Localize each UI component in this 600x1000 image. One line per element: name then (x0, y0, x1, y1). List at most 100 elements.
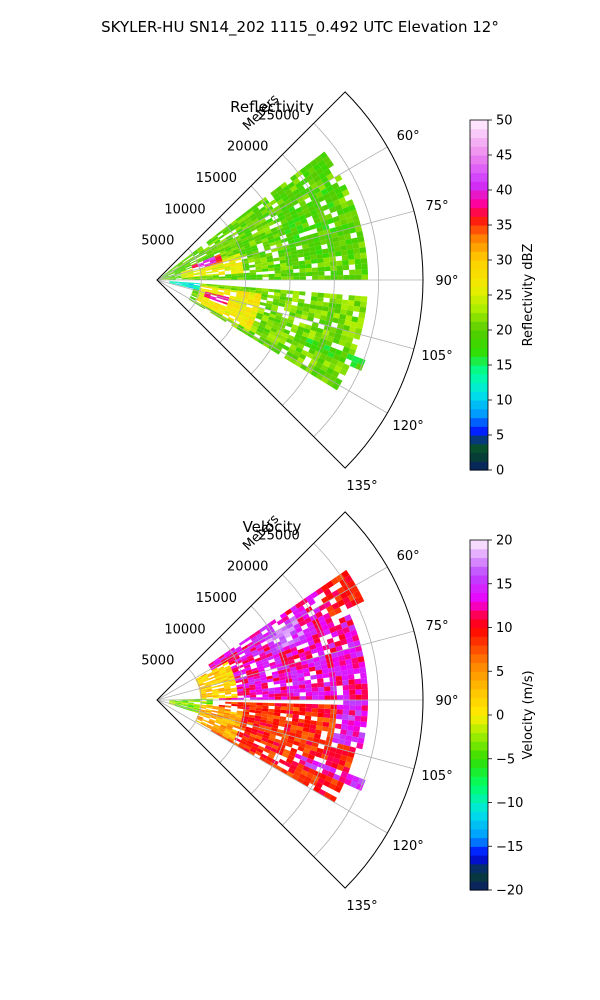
radar-cell (190, 296, 197, 300)
radar-cell (356, 322, 364, 330)
radar-cell (215, 257, 222, 261)
radar-cell (272, 718, 280, 723)
radar-cell (269, 313, 277, 319)
radar-cell (206, 694, 213, 697)
radar-cell (210, 714, 217, 718)
radar-cell (270, 646, 278, 653)
radar-cell (175, 702, 182, 705)
radar-cell (325, 617, 333, 625)
radar-cell (227, 673, 234, 677)
colorbar-segment (470, 242, 488, 252)
radar-cell (216, 262, 224, 266)
radar-cell (297, 298, 305, 304)
radar-cell (327, 201, 335, 209)
colorbar-tick-label: 30 (496, 254, 513, 269)
radar-cell (205, 306, 212, 312)
radar-cell (204, 264, 211, 268)
radar-cell (308, 666, 316, 672)
radar-cell (169, 280, 176, 282)
radar-cell (270, 747, 278, 754)
radar-cell (327, 351, 335, 359)
radar-cell (315, 373, 324, 381)
radar-cell (185, 264, 192, 269)
angle-tick-label: 120° (392, 839, 423, 854)
radar-cell (166, 268, 173, 273)
radar-cell (269, 330, 277, 337)
radar-cell (193, 707, 200, 711)
radar-cell (232, 321, 239, 327)
radar-cell (311, 292, 318, 297)
radar-cell (211, 290, 219, 293)
radar-cell (209, 718, 216, 723)
radar-cell (261, 209, 269, 216)
radar-cell (228, 719, 235, 723)
radar-cell (342, 714, 349, 721)
radar-cell (207, 673, 214, 678)
radar-cell (314, 331, 323, 339)
radar-cell (221, 675, 228, 679)
colorbar-segment (470, 601, 488, 611)
radar-cell (310, 254, 317, 260)
radar-cell (244, 229, 252, 235)
radar-cell (351, 214, 360, 222)
radar-cell (186, 708, 193, 712)
radar-cell (292, 177, 301, 186)
radar-cell (327, 727, 335, 733)
radar-cell (210, 245, 217, 251)
radar-cell (330, 651, 339, 658)
radar-cell (278, 323, 286, 329)
radar-cell (328, 782, 337, 791)
radar-cell (319, 338, 327, 345)
radar-cell (243, 664, 251, 669)
radar-cell (264, 339, 272, 346)
radar-cell (310, 720, 317, 726)
radar-cell (318, 368, 327, 377)
radar-cell (162, 274, 169, 278)
radar-cell (187, 283, 195, 285)
radar-cell (307, 242, 315, 248)
radar-cell (181, 276, 188, 279)
radar-cell (357, 236, 365, 243)
radar-cell (208, 676, 215, 680)
colorbar-segment (470, 723, 488, 734)
radar-cell (210, 729, 217, 735)
radar-cell (299, 696, 306, 700)
radar-cell (251, 745, 258, 751)
radar-cell (231, 285, 238, 289)
colorbar-segment (470, 295, 488, 305)
radar-cell (339, 754, 348, 762)
radar-cell (336, 360, 345, 369)
radar-cell (209, 311, 217, 316)
radar-cell (285, 675, 292, 680)
radar-cell (329, 794, 337, 803)
radar-cell (212, 278, 220, 280)
radar-cell (261, 711, 269, 715)
radar-cell (216, 260, 223, 264)
radar-cell (274, 687, 281, 691)
radar-cell (330, 685, 337, 691)
radar-cell (181, 272, 188, 275)
radar-cell (205, 266, 212, 270)
radar-cell (254, 657, 262, 663)
colorbar-segment (470, 365, 488, 375)
radar-cell (332, 337, 340, 345)
radar-cell (308, 768, 316, 775)
radar-cell (335, 225, 343, 232)
radar-cell (218, 727, 226, 733)
radar-cell (211, 685, 218, 689)
colorbar-tick-label: 45 (496, 149, 513, 164)
radar-cell (217, 292, 224, 296)
radar-cell (267, 640, 275, 647)
radar-cell (255, 263, 262, 268)
radar-cell (301, 751, 310, 758)
radar-cell (208, 301, 215, 306)
radar-cell (317, 342, 326, 349)
radar-cell (173, 268, 180, 272)
radar-cell (257, 215, 265, 222)
radar-cell (342, 709, 350, 716)
radar-cell (312, 785, 321, 794)
radar-cell (200, 302, 207, 307)
radar-cell (200, 702, 207, 704)
radar-cell (245, 306, 253, 311)
radar-cell (246, 301, 254, 306)
